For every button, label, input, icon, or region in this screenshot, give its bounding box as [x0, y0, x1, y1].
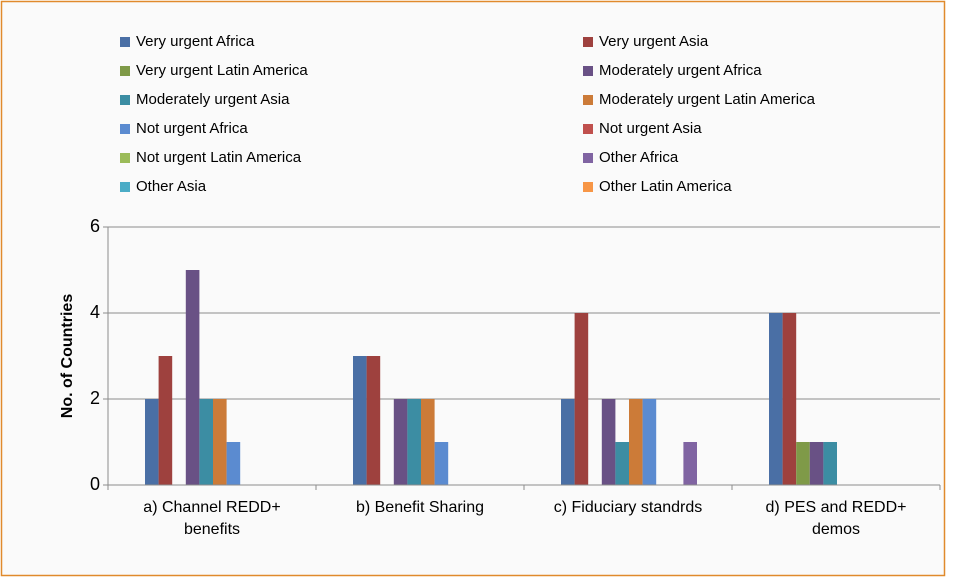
x-tick-label: d) PES and REDD+ demos: [765, 499, 907, 538]
legend-swatch: [583, 182, 593, 192]
legend-label: Other Latin America: [599, 178, 732, 195]
bar: [158, 356, 173, 485]
legend-swatch: [120, 153, 130, 163]
bar: [574, 313, 589, 485]
bar: [199, 399, 213, 485]
legend-label: Moderately urgent Africa: [599, 62, 762, 79]
legend-swatch: [583, 95, 593, 105]
bar: [366, 356, 381, 485]
legend-label: Not urgent Latin America: [136, 149, 302, 166]
legend-swatch: [120, 37, 130, 47]
bar: [782, 313, 797, 485]
bar: [683, 442, 697, 485]
legend-swatch: [120, 124, 130, 134]
legend-swatch: [120, 182, 130, 192]
legend-label: Very urgent Latin America: [136, 62, 308, 79]
legend-swatch: [583, 124, 593, 134]
y-tick-label: 2: [90, 388, 100, 408]
bar: [769, 313, 783, 485]
legend-label: Other Africa: [599, 149, 679, 166]
legend-swatch: [120, 95, 130, 105]
y-tick-label: 6: [90, 216, 100, 236]
bar: [823, 442, 837, 485]
bar: [601, 399, 616, 485]
legend-label: Not urgent Asia: [599, 120, 702, 137]
bar: [796, 442, 810, 485]
bar: [615, 442, 629, 485]
legend-label: Moderately urgent Latin America: [599, 91, 816, 108]
bar: [561, 399, 575, 485]
bar: [407, 399, 421, 485]
legend-swatch: [120, 66, 130, 76]
bar: [393, 399, 408, 485]
bar: [185, 270, 200, 485]
legend-swatch: [583, 37, 593, 47]
bar: [213, 399, 227, 485]
bar: [434, 442, 449, 485]
x-tick-label: a) Channel REDD+ benefits: [143, 499, 281, 538]
x-tick-label: c) Fiduciary standrds: [553, 499, 703, 516]
bar: [642, 399, 657, 485]
legend-label: Very urgent Africa: [136, 33, 255, 50]
y-tick-label: 4: [90, 302, 100, 322]
bar: [421, 399, 435, 485]
bar: [629, 399, 643, 485]
y-axis-label: No. of Countries: [59, 294, 76, 419]
legend-swatch: [583, 66, 593, 76]
legend-label: Very urgent Asia: [599, 33, 709, 50]
legend-label: Other Asia: [136, 178, 207, 195]
y-tick-label: 0: [90, 474, 100, 494]
legend-label: Moderately urgent Asia: [136, 91, 290, 108]
bar: [226, 442, 241, 485]
bar: [809, 442, 824, 485]
x-tick-label: b) Benefit Sharing: [355, 499, 485, 516]
bar: [145, 399, 159, 485]
legend-label: Not urgent Africa: [136, 120, 248, 137]
bar: [353, 356, 367, 485]
legend-swatch: [583, 153, 593, 163]
